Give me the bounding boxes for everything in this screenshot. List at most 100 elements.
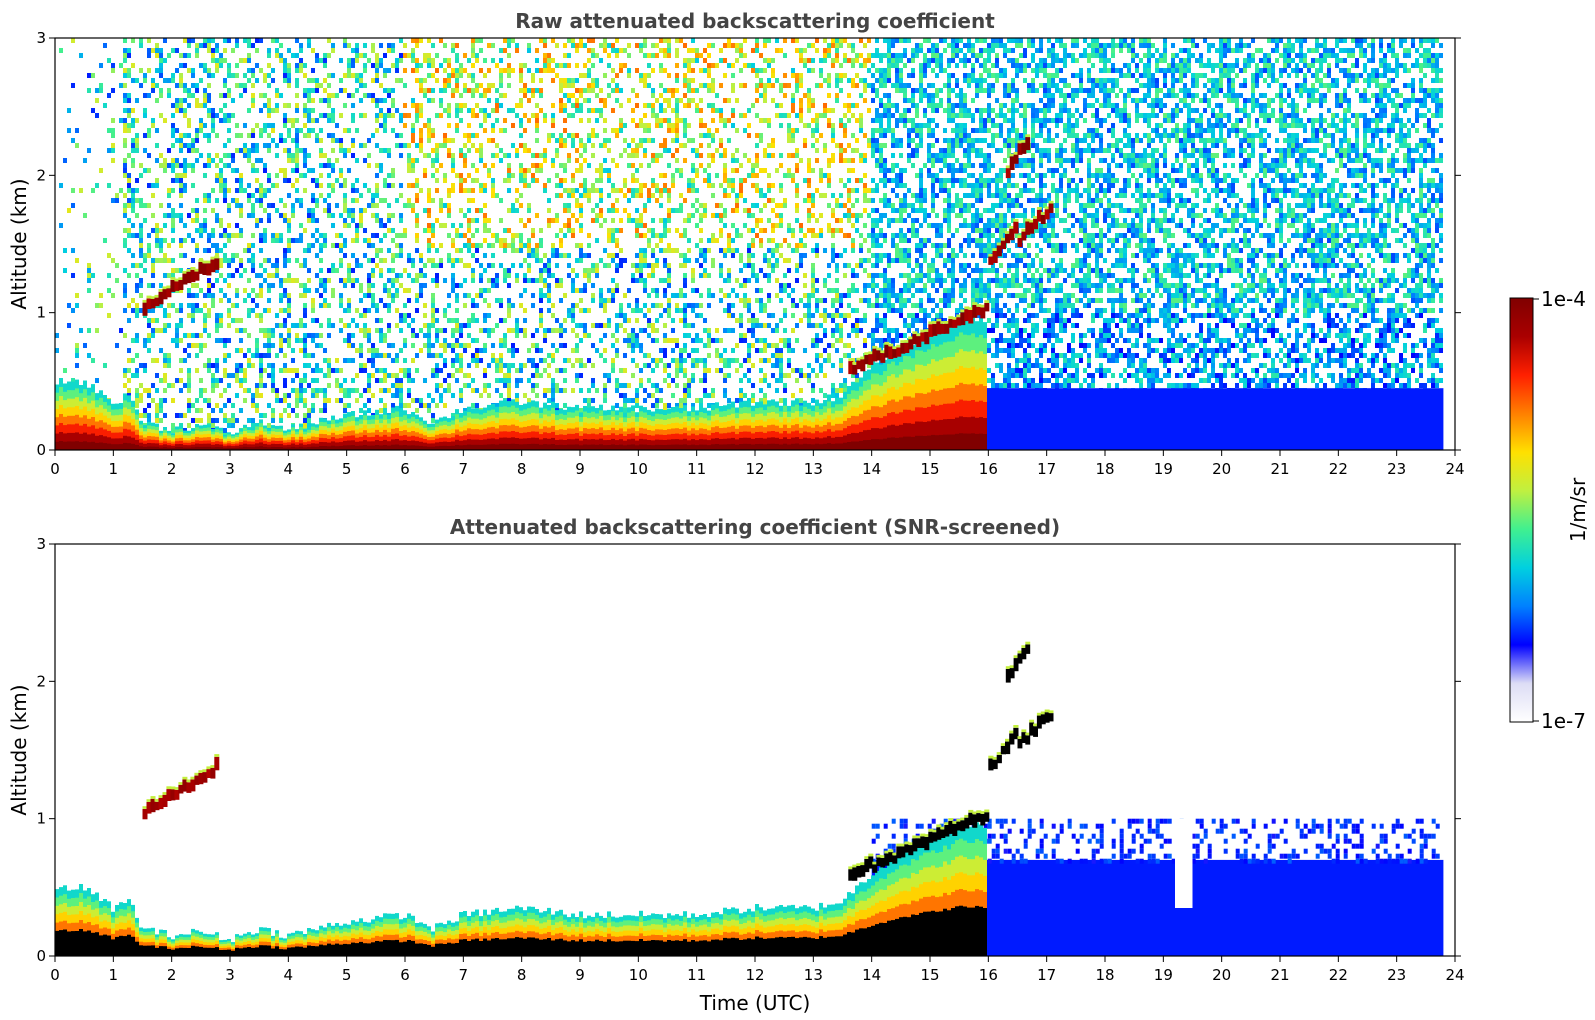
noise-cell — [723, 188, 727, 193]
noise-cell — [623, 328, 627, 333]
noise-cell — [295, 393, 299, 398]
noise-cell — [523, 178, 527, 183]
noise-cell — [179, 423, 183, 428]
noise-cell — [199, 288, 203, 293]
noise-cell — [287, 158, 291, 163]
noise-cell — [575, 88, 579, 93]
noise-cell — [371, 283, 375, 288]
noise-cell — [327, 203, 331, 208]
noise-cell — [307, 353, 311, 358]
noise-cell — [183, 163, 187, 168]
noise-cell — [475, 53, 479, 58]
noise-cell — [267, 133, 271, 138]
noise-cell — [507, 73, 511, 78]
noise-cell — [483, 188, 487, 193]
noise-cell — [459, 178, 463, 183]
noise-cell — [307, 418, 311, 423]
noise-cell — [535, 48, 539, 53]
noise-cell — [635, 178, 639, 183]
noise-cell — [335, 378, 339, 383]
noise-cell — [267, 108, 271, 113]
noise-cell — [699, 313, 703, 318]
noise-cell — [423, 93, 427, 98]
noise-cell — [579, 308, 583, 313]
noise-cell — [479, 348, 483, 353]
noise-cell — [527, 43, 531, 48]
noise-cell — [295, 78, 299, 83]
noise-cell — [659, 203, 663, 208]
noise-cell — [155, 403, 159, 408]
noise-cell — [75, 343, 79, 348]
noise-cell — [491, 153, 495, 158]
noise-cell — [571, 283, 575, 288]
noise-cell — [339, 213, 343, 218]
noise-cell — [343, 243, 347, 248]
noise-cell — [331, 43, 335, 48]
noise-cell — [739, 393, 743, 398]
noise-cell — [291, 138, 295, 143]
noise-cell — [659, 238, 663, 243]
noise-cell — [739, 298, 743, 303]
noise-cell — [463, 343, 467, 348]
noise-cell — [447, 83, 451, 88]
noise-cell — [447, 318, 451, 323]
noise-cell — [743, 283, 747, 288]
noise-cell — [335, 383, 339, 388]
noise-cell — [171, 258, 175, 263]
noise-cell — [735, 228, 739, 233]
noise-cell — [507, 68, 511, 73]
noise-cell — [191, 238, 195, 243]
noise-cell — [619, 188, 623, 193]
noise-cell — [515, 153, 519, 158]
noise-cell — [363, 293, 367, 298]
noise-cell — [143, 78, 147, 83]
noise-cell — [679, 173, 683, 178]
noise-cell — [207, 138, 211, 143]
noise-cell — [199, 378, 203, 383]
noise-cell — [647, 308, 651, 313]
noise-cell — [443, 203, 447, 208]
noise-cell — [387, 68, 391, 73]
noise-cell — [531, 178, 535, 183]
noise-cell — [639, 273, 643, 278]
noise-cell — [295, 338, 299, 343]
noise-cell — [167, 363, 171, 368]
noise-cell — [375, 348, 379, 353]
noise-cell — [683, 303, 687, 308]
noise-cell — [759, 398, 763, 403]
noise-cell — [267, 63, 271, 68]
noise-cell — [155, 408, 159, 413]
noise-cell — [639, 213, 643, 218]
noise-cell — [567, 228, 571, 233]
noise-cell — [743, 128, 747, 133]
noise-cell — [147, 318, 151, 323]
noise-cell — [603, 388, 607, 393]
noise-cell — [315, 228, 319, 233]
noise-cell — [303, 288, 307, 293]
noise-cell — [399, 318, 403, 323]
noise-cell — [131, 338, 135, 343]
noise-cell — [611, 48, 615, 53]
noise-cell — [419, 398, 423, 403]
noise-cell — [279, 198, 283, 203]
noise-cell — [703, 268, 707, 273]
noise-cell — [379, 83, 383, 88]
noise-cell — [295, 413, 299, 418]
noise-cell — [71, 308, 75, 313]
noise-cell — [671, 128, 675, 133]
noise-cell — [443, 338, 447, 343]
noise-cell — [303, 308, 307, 313]
noise-cell — [151, 258, 155, 263]
noise-cell — [483, 318, 487, 323]
noise-cell — [547, 308, 551, 313]
noise-cell — [683, 323, 687, 328]
noise-cell — [715, 203, 719, 208]
noise-cell — [223, 143, 227, 148]
noise-cell — [207, 158, 211, 163]
noise-cell — [299, 68, 303, 73]
noise-cell — [279, 283, 283, 288]
noise-cell — [247, 418, 251, 423]
noise-cell — [203, 98, 207, 103]
noise-cell — [539, 278, 543, 283]
noise-cell — [435, 78, 439, 83]
